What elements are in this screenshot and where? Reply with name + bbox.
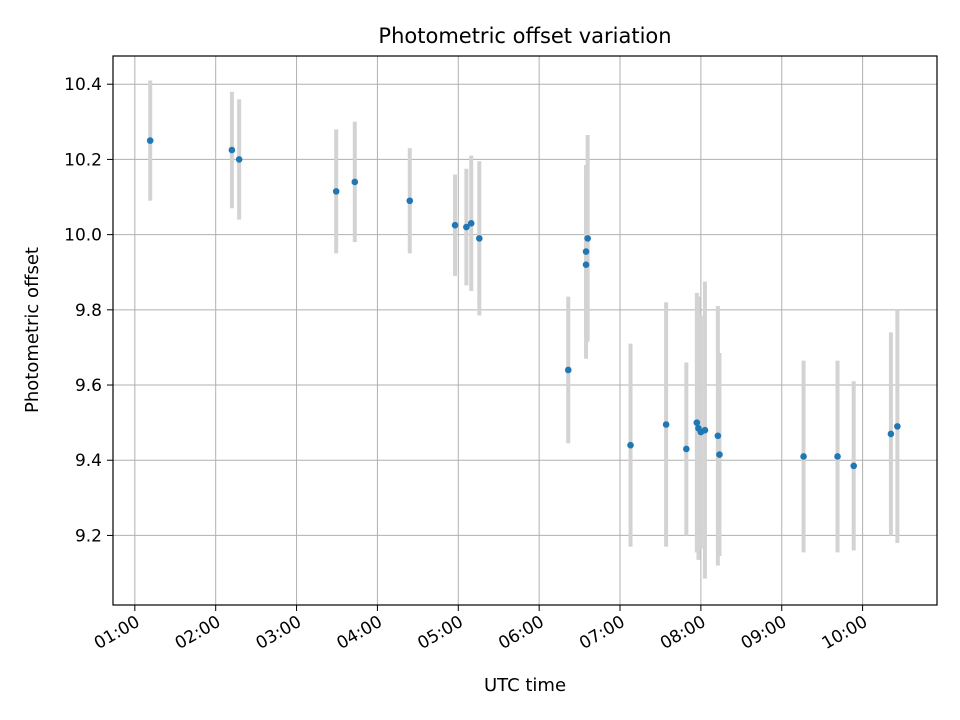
x-tick-label: 08:00: [657, 612, 709, 654]
data-point: [584, 235, 591, 242]
data-point: [894, 423, 901, 430]
x-tick-label: 09:00: [738, 612, 790, 654]
data-point: [701, 426, 709, 434]
y-tick-label: 9.2: [75, 526, 102, 546]
y-tick-label: 9.6: [75, 376, 102, 396]
x-tick-label: 01:00: [91, 612, 143, 654]
grid-lines: [113, 56, 937, 605]
data-point: [693, 419, 701, 426]
x-tick-label: 03:00: [253, 612, 305, 654]
data-point: [228, 146, 236, 154]
y-tick-label: 9.4: [75, 451, 102, 471]
data-point: [834, 453, 841, 460]
x-tick-label: 05:00: [414, 612, 466, 654]
data-point: [716, 451, 723, 458]
data-point: [582, 261, 590, 268]
chart-title: Photometric offset variation: [378, 24, 671, 48]
data-point: [627, 441, 634, 449]
x-tick-label: 07:00: [576, 612, 628, 654]
x-axis-label: UTC time: [484, 675, 566, 696]
data-point: [683, 445, 690, 453]
data-point: [564, 366, 572, 374]
y-tick-label: 10.2: [64, 150, 102, 170]
y-tick-label: 9.8: [75, 301, 102, 321]
data-points: [146, 137, 901, 470]
data-point: [582, 248, 590, 255]
data-point: [235, 156, 243, 163]
data-point: [406, 197, 414, 205]
y-tick-label: 10.4: [64, 75, 102, 95]
data-point: [800, 453, 807, 460]
plot-frame: [112, 55, 938, 606]
x-tick-label: 10:00: [819, 612, 871, 654]
data-point: [714, 432, 722, 440]
x-tick-label: 04:00: [333, 612, 385, 654]
y-axis-label: Photometric offset: [22, 247, 43, 413]
data-point: [463, 223, 470, 231]
data-point: [467, 220, 475, 227]
y-axis-ticks: 9.2 9.4 9.6 9.8 10.0 10.2 10.4: [64, 75, 113, 546]
data-point: [146, 137, 154, 144]
x-tick-label: 06:00: [495, 612, 547, 654]
data-point: [662, 421, 670, 428]
y-tick-label: 10.0: [64, 226, 102, 246]
data-point: [850, 462, 858, 470]
data-point: [887, 430, 895, 438]
x-tick-label: 02:00: [172, 612, 224, 654]
data-point: [451, 221, 459, 229]
data-point: [351, 178, 359, 186]
data-point: [332, 188, 340, 195]
error-bars: [148, 80, 900, 579]
x-axis-ticks: 01:00 02:00 03:00 04:00 05:00 06:00 07:00 08:00…: [91, 605, 871, 654]
data-point: [476, 235, 483, 242]
